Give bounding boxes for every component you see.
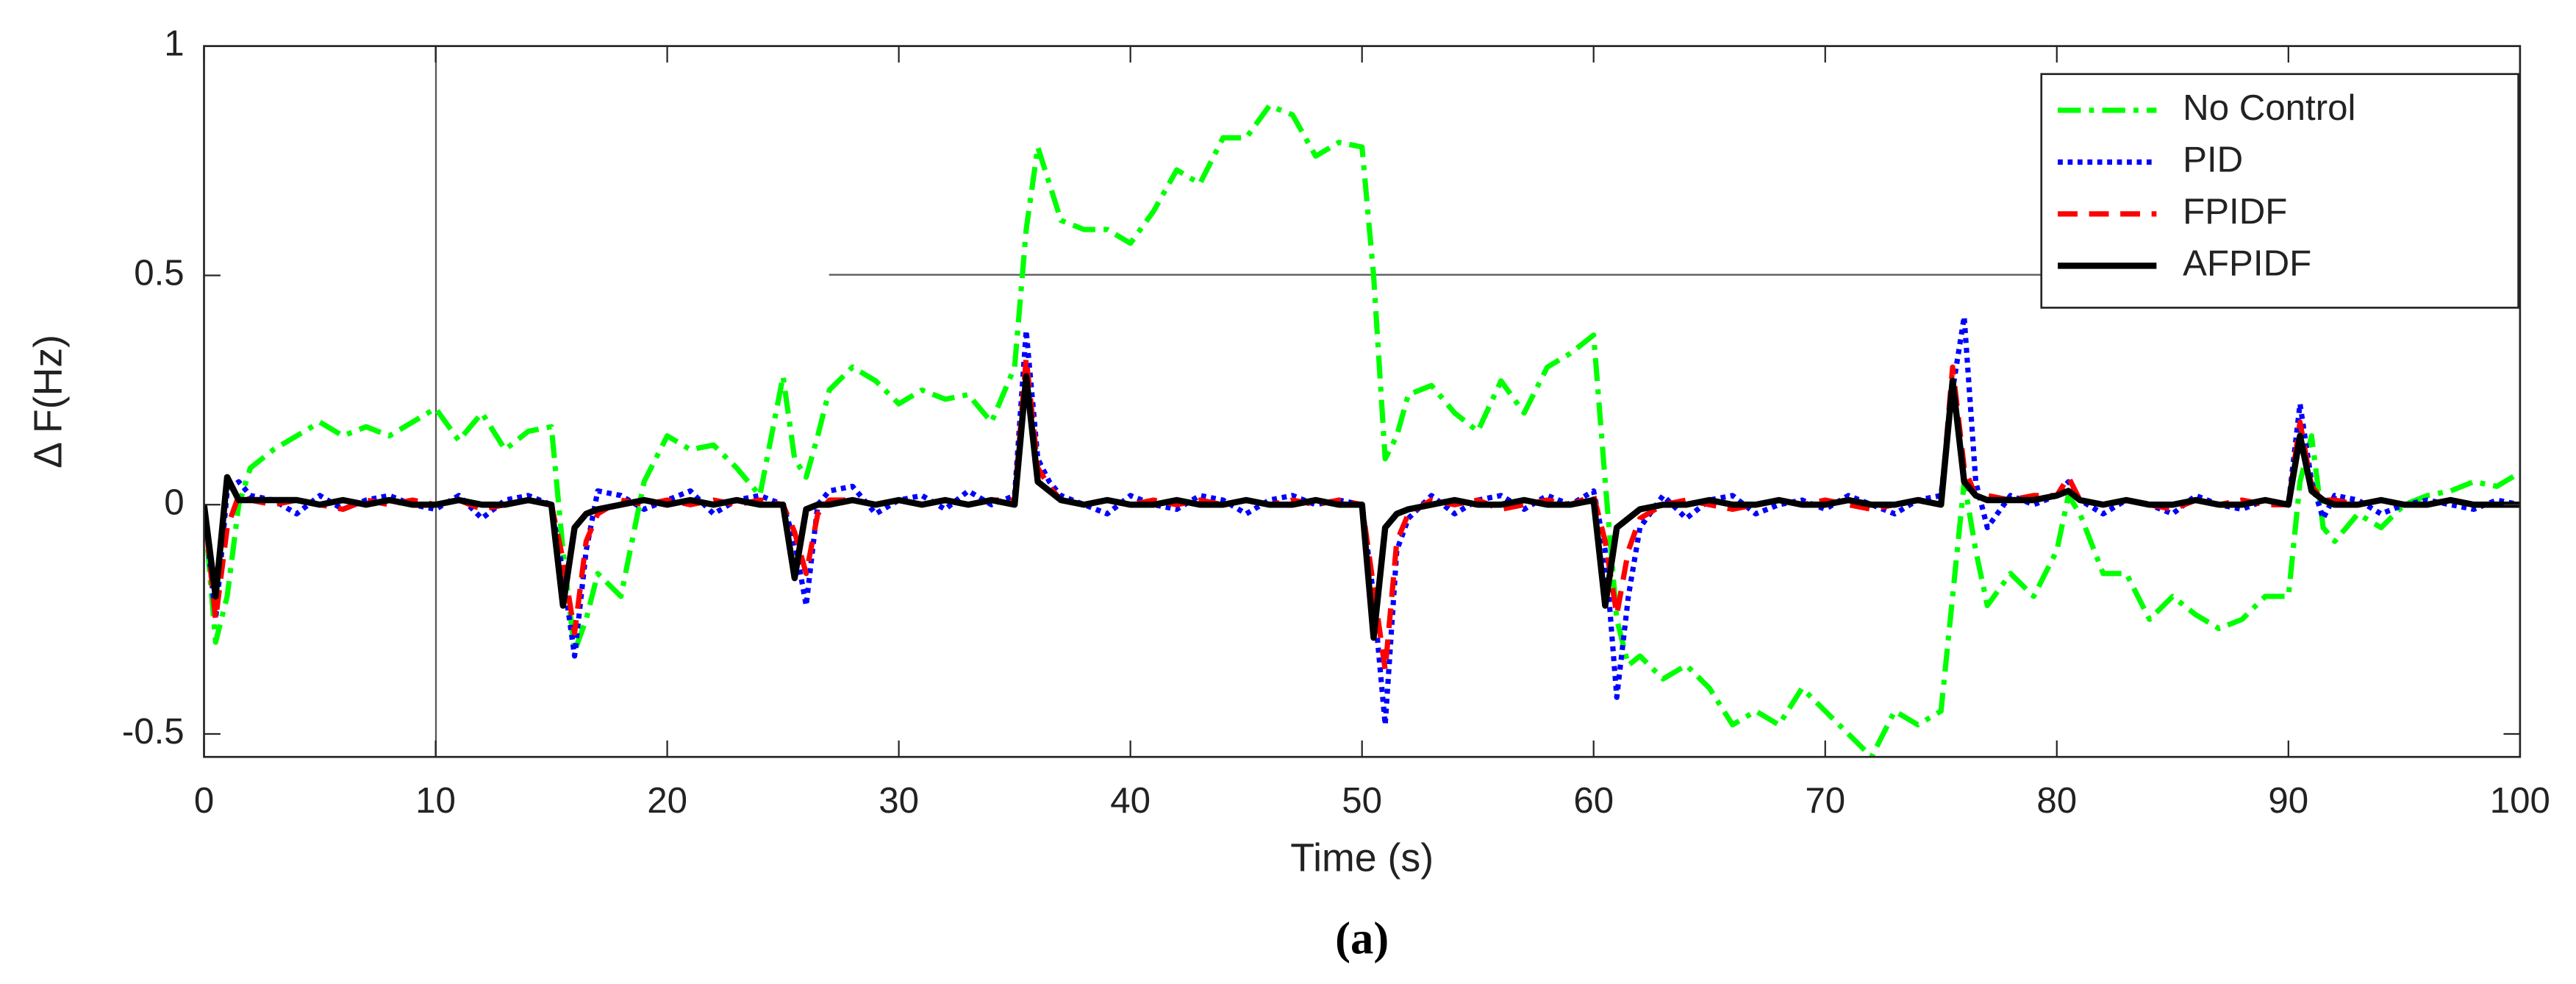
series-line [204,373,2520,641]
ticks: 0 10 20 30 40 50 60 70 80 90 100-0.500.51 [122,24,2550,821]
y-tick-label: 0 [164,482,184,522]
legend: No Control PID FPIDF AFPIDF [2040,73,2519,309]
x-tick-label: 50 [1342,780,1382,821]
legend-label: No Control [2183,88,2355,128]
x-tick-label: 90 [2268,780,2308,821]
caption: (a) [1335,912,1389,963]
legend-label: AFPIDF [2183,243,2311,283]
x-tick-label: 70 [1805,780,1845,821]
y-tick-label: 0.5 [134,252,184,293]
x-tick-label: 100 [2490,780,2550,821]
x-tick-label: 40 [1110,780,1151,821]
lines [204,103,2520,757]
x-tick-label: 0 [194,780,214,821]
x-tick-label: 10 [415,780,456,821]
y-axis-title: Δ F(Hz) [26,335,71,468]
legend-label: FPIDF [2183,191,2287,232]
series-line [204,103,2520,757]
legend-label: PID [2183,139,2243,179]
y-tick-label: -0.5 [122,711,185,752]
y-tick-label: 1 [164,24,184,64]
x-tick-label: 20 [647,780,687,821]
x-tick-label: 80 [2036,780,2077,821]
x-tick-label: 30 [879,780,919,821]
x-axis-title: Time (s) [1290,835,1434,880]
x-tick-label: 60 [1573,780,1614,821]
